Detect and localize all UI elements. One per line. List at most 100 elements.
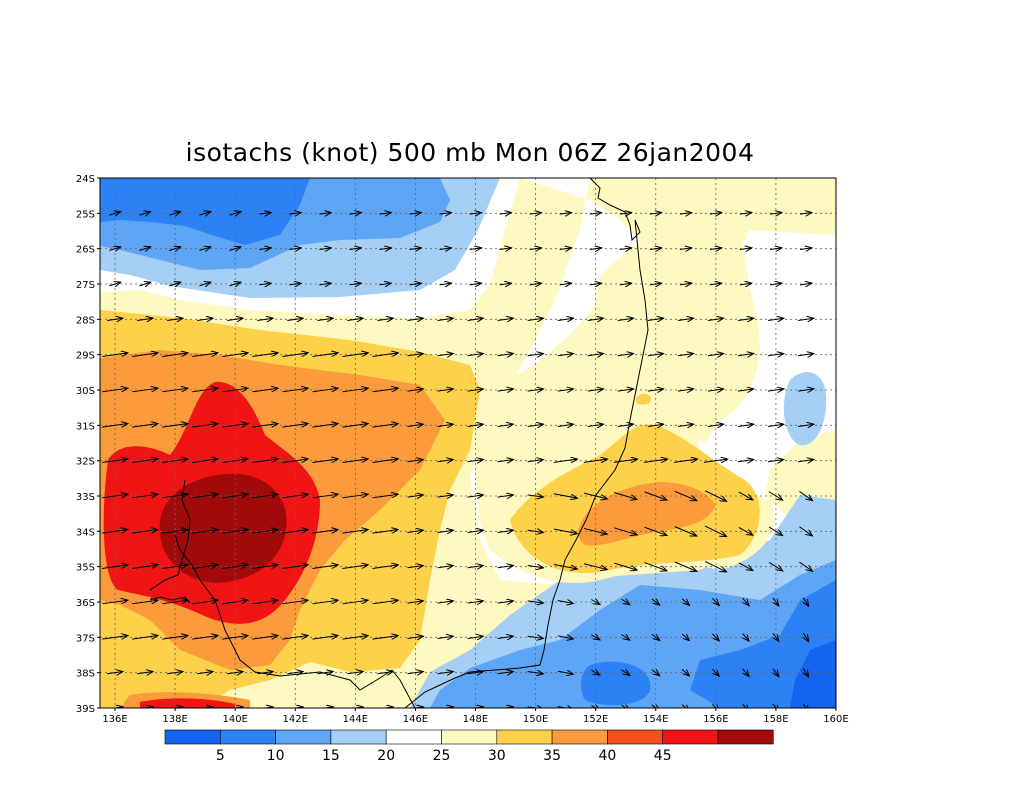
wind-arrow: [674, 561, 697, 571]
colorbar-swatch: [330, 729, 387, 745]
wind-arrow: [407, 601, 424, 603]
wind-arrow: [312, 459, 338, 463]
wind-arrow: [647, 318, 664, 320]
wind-arrow: [467, 460, 484, 462]
wind-arrow: [587, 424, 604, 426]
colorbar: [164, 729, 774, 745]
wind-arrow: [437, 601, 454, 603]
band-0-5-south: [790, 640, 836, 708]
wind-arrow: [739, 283, 752, 285]
wind-arrow: [222, 459, 248, 463]
wind-arrow: [312, 636, 338, 640]
wind-arrow: [372, 424, 399, 428]
wind-arrow: [674, 490, 697, 500]
plot-frame: [99, 177, 837, 709]
wind-arrow: [252, 600, 278, 605]
wind-arrow: [407, 636, 424, 638]
wind-arrow: [227, 318, 243, 320]
wind-arrow: [712, 598, 719, 605]
wind-arrow: [102, 600, 128, 605]
wind-arrow: [644, 526, 667, 535]
wind-arrow: [372, 565, 399, 569]
wind-arrow: [372, 353, 399, 357]
wind-arrow: [132, 424, 158, 428]
wind-arrow: [287, 318, 303, 320]
wind-arrow: [559, 283, 572, 285]
wind-arrow: [583, 563, 607, 570]
wind-arrow: [312, 530, 338, 534]
wind-arrow: [709, 248, 722, 250]
wind-arrow: [738, 491, 753, 500]
wind-arrow: [407, 460, 424, 462]
lat-tick-label: 36S: [76, 598, 95, 609]
lon-tick-label: 150E: [523, 714, 548, 725]
wind-arrow: [712, 668, 719, 676]
wind-arrow: [497, 460, 514, 462]
lat-tick-label: 31S: [76, 421, 95, 432]
wind-arrow: [372, 459, 399, 463]
wind-arrow: [681, 598, 689, 606]
colorbar-label: 35: [543, 748, 561, 764]
wind-arrow: [677, 318, 694, 320]
lat-tick-label: 35S: [76, 563, 95, 574]
wind-arrow: [282, 424, 308, 428]
wind-arrow: [797, 354, 814, 356]
wind-arrow: [529, 212, 542, 214]
wind-arrow: [437, 566, 454, 568]
wind-arrow: [437, 530, 454, 532]
wind-arrow: [257, 318, 273, 320]
wind-arrow: [282, 494, 308, 499]
wind-arrow: [107, 318, 123, 320]
wind-arrow: [132, 353, 158, 357]
lon-tick-label: 138E: [162, 714, 187, 725]
wind-arrow: [439, 283, 452, 285]
wind-arrow: [769, 283, 782, 285]
wind-arrow: [407, 566, 424, 568]
wind-arrow: [231, 707, 243, 708]
wind-arrow: [467, 566, 484, 568]
lon-tick-label: 158E: [763, 714, 788, 725]
wind-arrow: [192, 636, 218, 640]
lat-tick-label: 32S: [76, 457, 95, 468]
lon-tick-label: 148E: [463, 714, 488, 725]
wind-arrow: [349, 283, 361, 285]
colorbar-swatch: [164, 729, 221, 745]
wind-arrow: [803, 703, 808, 708]
wind-arrow: [797, 460, 814, 462]
wind-arrow: [192, 459, 218, 463]
colorbar-swatch: [220, 729, 276, 745]
wind-arrow: [342, 388, 368, 393]
wind-arrow: [557, 706, 574, 708]
wind-arrow: [527, 530, 544, 532]
wind-arrow: [497, 672, 514, 674]
wind-arrow: [282, 353, 308, 357]
wind-arrow: [102, 565, 128, 569]
colorbar-labels: 5 10 15 20 25 30 35 40 45: [216, 748, 672, 764]
wind-arrow: [252, 388, 278, 393]
wind-arrow: [342, 424, 368, 428]
wind-arrow: [712, 633, 719, 641]
wind-arrow: [132, 565, 158, 569]
wind-arrow: [252, 636, 278, 640]
wind-arrow: [497, 424, 514, 426]
wind-arrow: [319, 212, 331, 214]
wind-arrow: [312, 424, 338, 428]
wind-arrow: [321, 707, 333, 708]
wind-arrow: [282, 530, 308, 534]
wind-arrow: [132, 530, 158, 534]
wind-arrow: [497, 495, 514, 497]
wind-arrow: [799, 561, 812, 571]
wind-arrow: [312, 353, 338, 357]
colorbar-label: 30: [488, 748, 506, 764]
wind-arrow: [291, 707, 303, 708]
wind-arrow: [222, 388, 248, 393]
wind-arrow: [467, 530, 484, 532]
wind-arrow: [342, 600, 368, 605]
wind-arrow: [437, 424, 454, 426]
wind-arrow: [222, 565, 248, 569]
wind-arrow: [707, 318, 724, 320]
lon-tick-label: 152E: [583, 714, 608, 725]
wind-arrow: [259, 283, 271, 285]
longitude-labels: 136E 138E 140E 142E 144E 146E 148E 150E 152E 154E…: [102, 708, 849, 725]
wind-arrow: [192, 424, 218, 428]
